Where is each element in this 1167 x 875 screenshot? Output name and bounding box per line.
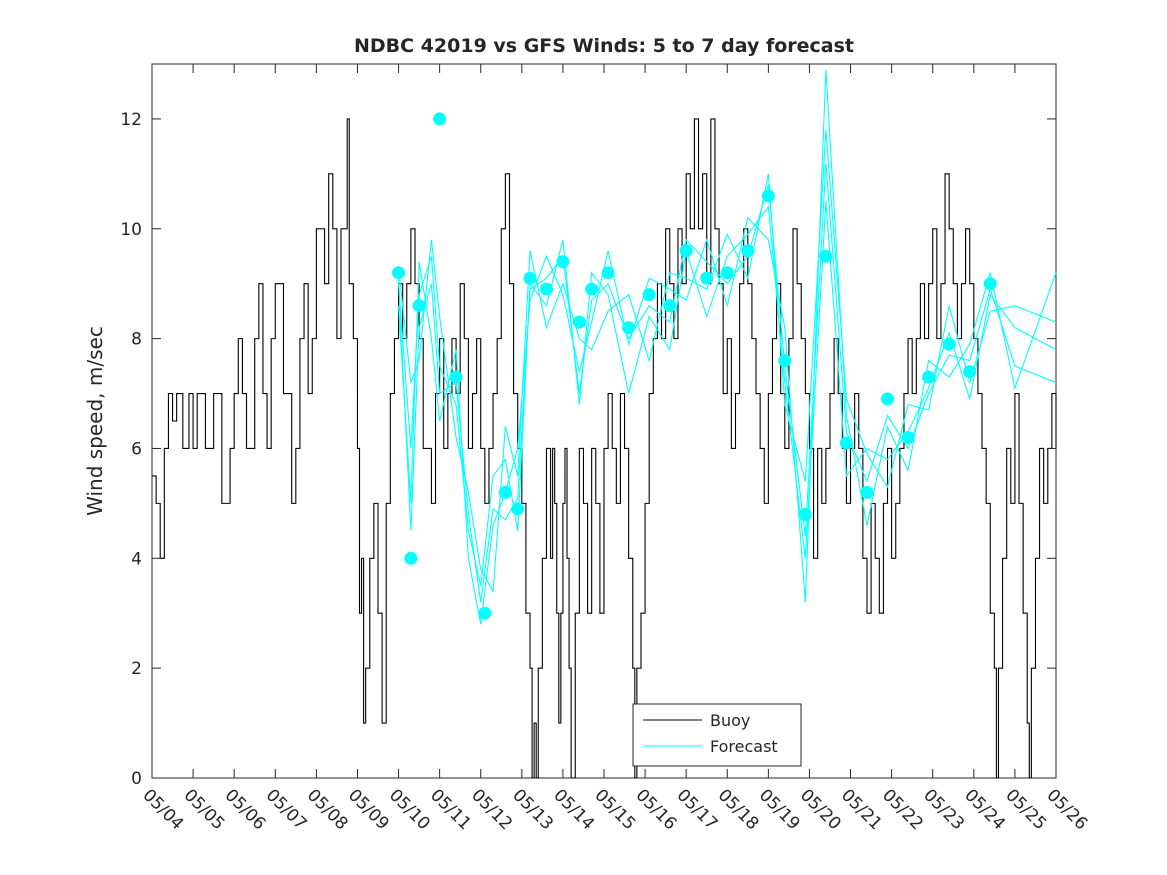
forecast-point <box>741 244 755 258</box>
forecast-point <box>798 507 812 521</box>
forecast-marker-series <box>392 112 997 620</box>
buoy-line <box>152 118 1057 779</box>
y-tick-label: 4 <box>131 549 142 569</box>
forecast-point <box>983 277 997 291</box>
y-tick-label: 6 <box>131 439 142 459</box>
forecast-point <box>922 370 936 384</box>
forecast-point <box>449 370 463 384</box>
forecast-line <box>397 69 1057 625</box>
forecast-point <box>585 282 599 296</box>
forecast-point <box>556 255 570 269</box>
forecast-point <box>523 271 537 285</box>
forecast-point <box>881 392 895 406</box>
y-axis-label: Wind speed, m/sec <box>83 326 107 516</box>
forecast-point <box>642 288 656 302</box>
y-tick-label: 8 <box>131 330 142 350</box>
chart-title: NDBC 42019 vs GFS Winds: 5 to 7 day fore… <box>354 35 854 57</box>
forecast-point <box>392 266 406 280</box>
forecast-point <box>433 112 447 126</box>
forecast-line <box>397 129 1057 594</box>
forecast-point <box>761 189 775 203</box>
forecast-point <box>942 337 956 351</box>
legend-box <box>632 703 802 767</box>
forecast-point <box>963 365 977 379</box>
forecast-point <box>901 430 915 444</box>
forecast-point <box>622 321 636 335</box>
forecast-point <box>700 271 714 285</box>
forecast-point <box>720 266 734 280</box>
legend-label-forecast: Forecast <box>710 737 778 756</box>
y-tick-label: 12 <box>120 110 142 130</box>
y-tick-label: 0 <box>131 769 142 789</box>
buoy-series <box>152 118 1057 779</box>
forecast-point <box>498 485 512 499</box>
plot-area <box>151 63 1057 779</box>
y-tick-label: 10 <box>120 220 142 240</box>
forecast-point <box>663 299 677 313</box>
forecast-point <box>412 299 426 313</box>
y-axis: 0 2 4 6 8 10 12 <box>120 110 1056 789</box>
forecast-point <box>601 266 615 280</box>
forecast-point <box>572 315 586 329</box>
forecast-point <box>511 502 525 516</box>
forecast-point <box>860 485 874 499</box>
forecast-point <box>679 244 693 258</box>
forecast-point <box>539 282 553 296</box>
legend: Buoy Forecast <box>632 703 802 767</box>
forecast-point <box>478 606 492 620</box>
forecast-point <box>778 354 792 368</box>
legend-label-buoy: Buoy <box>710 711 750 730</box>
forecast-point <box>404 551 418 565</box>
forecast-point <box>839 436 853 450</box>
y-tick-label: 2 <box>131 659 142 679</box>
forecast-point <box>819 249 833 263</box>
